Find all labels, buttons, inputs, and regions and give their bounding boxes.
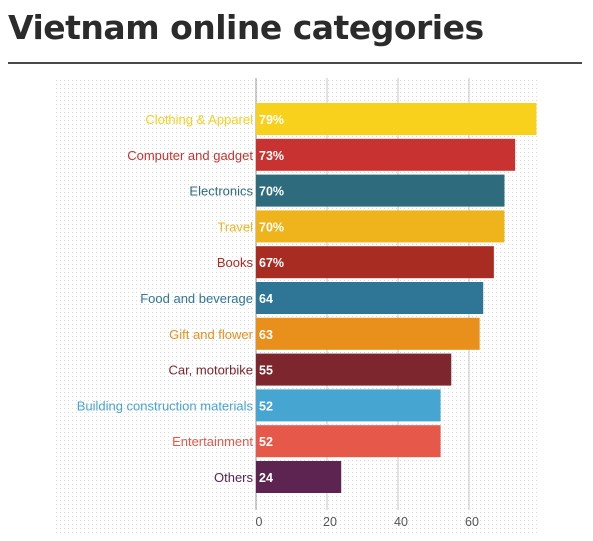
bars xyxy=(256,103,537,493)
category-labels: Clothing & Apparel Computer and gadget Ele… xyxy=(77,112,254,485)
value-label: 70% xyxy=(259,185,284,199)
category-label: Entertainment xyxy=(172,434,253,449)
bar xyxy=(256,246,494,279)
value-label: 73% xyxy=(259,149,284,163)
value-label: 63 xyxy=(259,328,273,342)
bar xyxy=(256,389,441,422)
bar xyxy=(256,210,505,243)
value-label: 52 xyxy=(259,435,273,449)
value-label: 79% xyxy=(259,113,284,127)
chart-title: Vietnam online categories xyxy=(8,8,484,47)
bar xyxy=(256,425,441,458)
x-tick-label: 0 xyxy=(256,515,263,529)
category-label: Others xyxy=(214,470,254,485)
category-label: Travel xyxy=(217,219,253,234)
value-label: 67% xyxy=(259,256,284,270)
value-label: 55 xyxy=(259,364,273,378)
bar xyxy=(256,353,452,386)
category-label: Books xyxy=(217,255,254,270)
x-axis-ticks: 0 20 40 60 xyxy=(256,515,479,529)
category-label: Gift and flower xyxy=(169,327,253,342)
category-label: Building construction materials xyxy=(77,398,254,413)
category-label: Electronics xyxy=(189,184,253,199)
value-labels: 79% 73% 70% 70% 67% 64 63 55 52 52 24 xyxy=(259,113,284,485)
value-label: 24 xyxy=(259,471,273,485)
x-tick-label: 60 xyxy=(465,515,479,529)
category-label: Clothing & Apparel xyxy=(145,112,253,127)
x-tick-label: 40 xyxy=(394,515,408,529)
bar xyxy=(256,317,480,350)
category-label: Computer and gadget xyxy=(127,148,253,163)
bar xyxy=(256,461,342,493)
bar xyxy=(256,282,484,314)
title-divider xyxy=(8,62,582,64)
value-label: 52 xyxy=(259,399,273,413)
x-tick-label: 20 xyxy=(323,515,337,529)
bar xyxy=(256,138,516,171)
value-label: 64 xyxy=(259,292,273,306)
bar xyxy=(256,174,505,207)
value-label: 70% xyxy=(259,220,284,234)
bar xyxy=(256,103,537,135)
category-label: Food and beverage xyxy=(140,291,253,306)
category-label: Car, motorbike xyxy=(168,363,253,378)
